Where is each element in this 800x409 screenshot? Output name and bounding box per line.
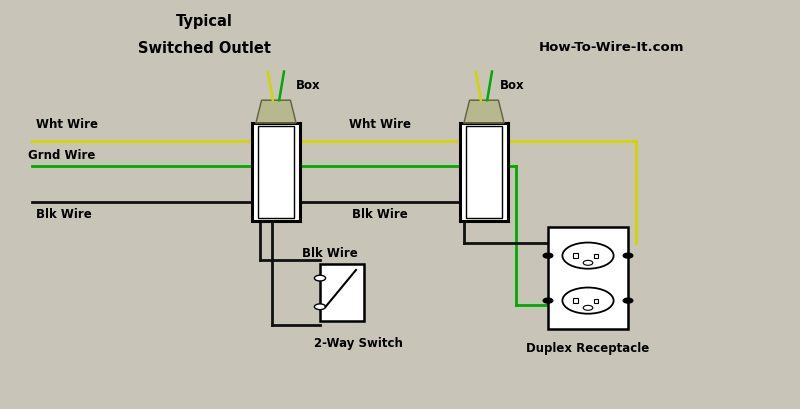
Text: Typical: Typical	[175, 14, 233, 29]
Polygon shape	[256, 100, 296, 123]
Bar	[252, 123, 300, 221]
Text: Duplex Receptacle: Duplex Receptacle	[526, 342, 650, 355]
Bar	[573, 298, 578, 303]
Bar	[460, 123, 508, 221]
Circle shape	[314, 304, 326, 310]
Text: How-To-Wire-It.com: How-To-Wire-It.com	[539, 41, 685, 54]
Text: Box: Box	[296, 79, 320, 92]
Text: Wht Wire: Wht Wire	[36, 118, 98, 131]
Circle shape	[623, 253, 633, 258]
Bar	[258, 126, 294, 218]
Text: Blk Wire: Blk Wire	[36, 208, 92, 221]
Polygon shape	[464, 100, 504, 123]
Circle shape	[623, 298, 633, 303]
Circle shape	[562, 243, 614, 269]
Circle shape	[314, 275, 326, 281]
Bar	[573, 253, 578, 258]
Circle shape	[543, 298, 553, 303]
Text: Box: Box	[500, 79, 524, 92]
Circle shape	[583, 306, 593, 310]
Text: Wht Wire: Wht Wire	[349, 118, 411, 131]
Text: Grnd Wire: Grnd Wire	[28, 149, 95, 162]
Text: Switched Outlet: Switched Outlet	[138, 41, 270, 56]
Circle shape	[562, 288, 614, 314]
Text: Blk Wire: Blk Wire	[352, 208, 408, 221]
Circle shape	[543, 253, 553, 258]
Circle shape	[583, 261, 593, 265]
Bar	[320, 264, 364, 321]
Bar	[466, 126, 502, 218]
Bar	[594, 299, 598, 303]
Text: Blk Wire: Blk Wire	[302, 247, 358, 260]
Bar	[548, 227, 628, 329]
Text: 2-Way Switch: 2-Way Switch	[314, 337, 402, 351]
Bar	[594, 254, 598, 258]
